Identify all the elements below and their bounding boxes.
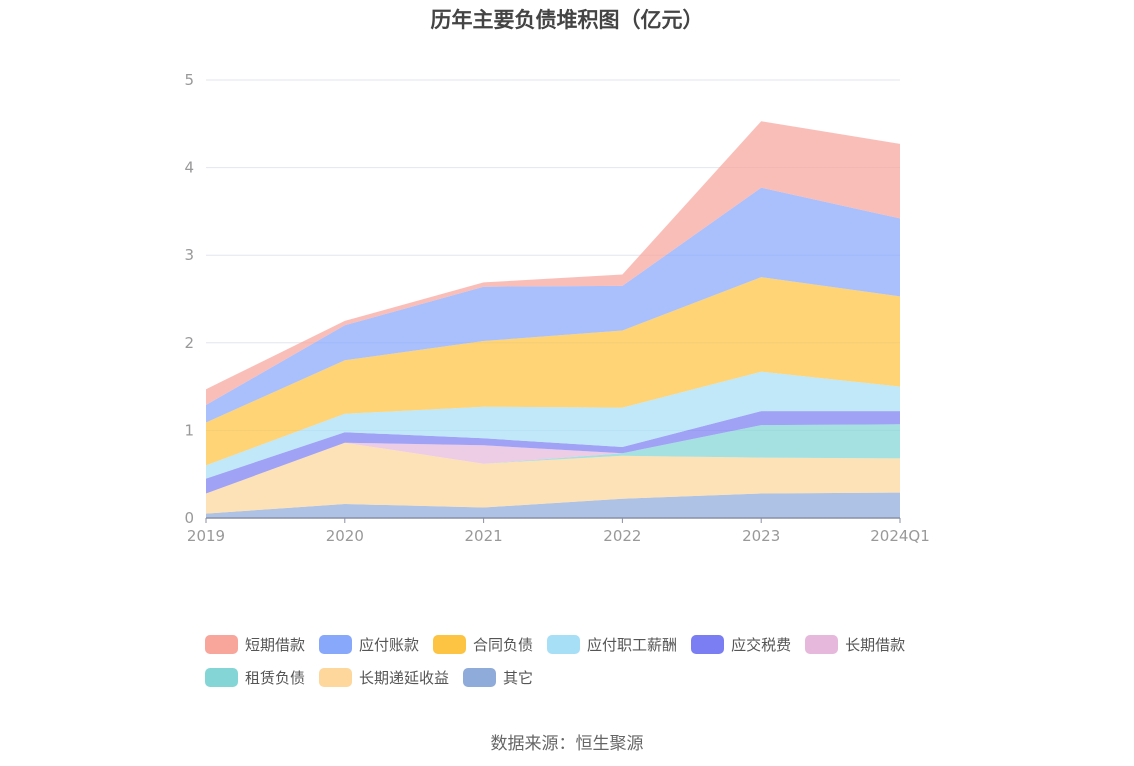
area-series-其它	[206, 492, 900, 518]
legend-swatch	[205, 634, 238, 654]
legend-label: 应付职工薪酬	[587, 635, 678, 654]
legend-label: 租赁负债	[245, 668, 306, 687]
area-series-租赁负债	[206, 424, 900, 494]
axes: 0 1 2 3 4 5 2019 2020 2021 2022 2023 2024Q1	[184, 71, 929, 545]
legend-swatch	[319, 634, 353, 654]
x-tick-label: 2023	[742, 527, 780, 545]
area-series-应付职工薪酬	[206, 371, 900, 479]
legend-item-lease-liabilities[interactable]: 租赁负债	[205, 665, 305, 689]
legend-label: 合同负债	[473, 635, 534, 654]
legend-row: 短期借款 应付账款 合同负债 应付职工薪酬 应交税费 长期借款	[205, 632, 965, 656]
x-tick-label: 2020	[326, 527, 364, 545]
area-series	[206, 121, 900, 518]
area-series-合同负债	[206, 277, 900, 466]
legend-row: 租赁负债 长期递延收益 其它	[205, 665, 965, 689]
area-series-长期递延收益	[206, 442, 900, 514]
legend-swatch	[205, 667, 238, 687]
legend-item-contract-liabilities[interactable]: 合同负债	[433, 632, 533, 656]
y-tick-label: 1	[184, 421, 194, 439]
chart-legend: 短期借款 应付账款 合同负债 应付职工薪酬 应交税费 长期借款 租赁负债	[205, 632, 965, 698]
legend-item-long-term-loans[interactable]: 长期借款	[805, 632, 905, 656]
x-tick-label: 2022	[603, 527, 641, 545]
legend-swatch	[691, 634, 725, 654]
y-tick-label: 3	[184, 246, 194, 264]
y-tick-label: 4	[184, 159, 194, 177]
y-tick-label: 0	[184, 509, 194, 527]
legend-swatch	[463, 667, 497, 687]
area-series-应付账款	[206, 187, 900, 423]
area-series-短期借款	[206, 121, 900, 405]
legend-swatch	[547, 634, 581, 654]
x-tick-label: 2019	[187, 527, 225, 545]
legend-item-taxes-payable[interactable]: 应交税费	[691, 632, 791, 656]
legend-item-employee-payroll[interactable]: 应付职工薪酬	[547, 632, 677, 656]
legend-swatch	[805, 634, 839, 654]
area-series-应交税费	[206, 411, 900, 494]
legend-swatch	[433, 634, 467, 654]
legend-swatch	[319, 667, 353, 687]
legend-item-other[interactable]: 其它	[463, 665, 533, 689]
y-tick-label: 2	[184, 334, 194, 352]
y-tick-label: 5	[184, 71, 194, 89]
legend-label: 应交税费	[731, 635, 792, 654]
data-source-note: 数据来源：恒生聚源	[490, 734, 644, 754]
legend-label: 其它	[503, 668, 534, 687]
legend-label: 长期递延收益	[359, 668, 450, 687]
legend-label: 短期借款	[245, 635, 306, 654]
legend-item-accounts-payable[interactable]: 应付账款	[319, 632, 419, 656]
legend-item-short-term-loans[interactable]: 短期借款	[205, 632, 305, 656]
chart-title: 历年主要负债堆积图（亿元）	[430, 8, 704, 32]
legend-label: 应付账款	[359, 635, 420, 654]
x-tick-label: 2024Q1	[870, 527, 930, 545]
x-tick-label: 2021	[465, 527, 503, 545]
legend-item-deferred-income[interactable]: 长期递延收益	[319, 665, 449, 689]
legend-label: 长期借款	[845, 635, 906, 654]
stacked-area-chart: 0 1 2 3 4 5 2019 2020 2021 2022 2023 2024Q1	[184, 71, 929, 545]
